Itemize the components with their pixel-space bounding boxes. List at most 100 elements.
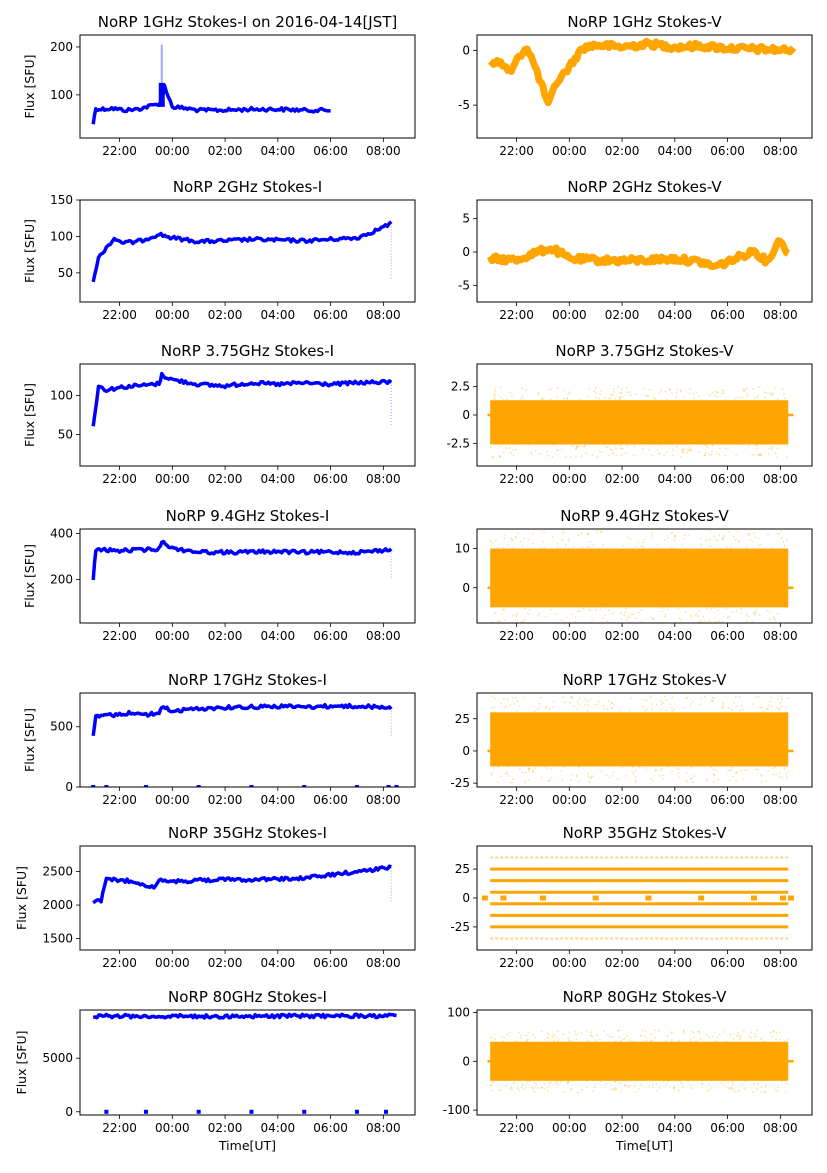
data-point xyxy=(709,394,711,397)
data-point xyxy=(730,708,733,711)
data-point xyxy=(659,709,662,711)
data-point xyxy=(710,766,713,769)
x-tick-label: 02:00 xyxy=(605,308,640,322)
data-zero-mark xyxy=(91,785,96,787)
data-point xyxy=(620,391,623,394)
data-point xyxy=(689,388,692,391)
data-point xyxy=(503,537,506,539)
data-point xyxy=(587,532,590,535)
data-point xyxy=(725,623,727,625)
data-point xyxy=(628,616,631,619)
data-point xyxy=(738,396,740,399)
data-point xyxy=(619,447,622,450)
data-point xyxy=(695,1040,697,1042)
data-point xyxy=(687,1080,690,1082)
data-point xyxy=(718,534,721,537)
data-point xyxy=(735,454,738,456)
data-point xyxy=(637,541,640,544)
data-point xyxy=(605,446,608,449)
data-point xyxy=(769,611,771,614)
data-point xyxy=(763,1090,766,1093)
data-point xyxy=(563,766,566,768)
data-point xyxy=(772,773,775,776)
data-point xyxy=(546,1090,549,1092)
data-point xyxy=(596,456,599,458)
data-point xyxy=(518,768,521,771)
data-point xyxy=(567,1082,569,1085)
data-point xyxy=(757,395,759,398)
data-point xyxy=(622,544,625,547)
data-point xyxy=(704,454,706,457)
data-point xyxy=(530,451,533,454)
data-point xyxy=(545,707,547,709)
data-zero-mark xyxy=(249,785,254,787)
data-point xyxy=(651,532,653,534)
data-point xyxy=(763,391,765,393)
y-tick-label: 0 xyxy=(65,1105,73,1119)
data-point xyxy=(708,453,711,456)
data-point xyxy=(498,455,501,457)
data-point xyxy=(515,710,518,712)
subplot-1: 22:00 00:00 02:00 04:00 06:00 08:00 100 200 NoRP… xyxy=(22,13,416,158)
data-point xyxy=(626,1035,629,1037)
data-point xyxy=(716,395,719,398)
data-point xyxy=(783,544,786,547)
data-point xyxy=(673,1086,675,1089)
data-point xyxy=(573,1030,576,1033)
data-point xyxy=(704,695,706,698)
data-point xyxy=(555,613,557,615)
data-point xyxy=(675,446,678,448)
data-point xyxy=(714,616,716,619)
data-point xyxy=(600,770,603,773)
data-series xyxy=(487,237,790,271)
data-point xyxy=(544,705,547,708)
data-point xyxy=(673,1087,676,1090)
x-tick-label: 08:00 xyxy=(763,308,798,322)
data-point xyxy=(650,624,652,626)
data-point xyxy=(692,775,695,777)
data-point xyxy=(499,396,502,399)
data-point xyxy=(768,447,771,450)
data-point xyxy=(511,395,513,398)
data-point xyxy=(523,1088,525,1091)
axes-frame xyxy=(79,692,416,788)
data-point xyxy=(508,1031,511,1034)
data-point xyxy=(757,537,760,540)
y-axis-label: Flux [SFU] xyxy=(22,708,37,772)
data-point xyxy=(591,775,593,778)
data-point xyxy=(595,392,597,395)
data-point xyxy=(774,386,777,389)
data-point xyxy=(580,1032,583,1035)
data-point xyxy=(537,393,539,396)
x-tick-label: 08:00 xyxy=(763,956,798,970)
data-point xyxy=(497,547,499,549)
data-point xyxy=(700,619,702,622)
x-tick-label: 06:00 xyxy=(313,472,348,486)
data-point xyxy=(758,544,760,547)
data-point xyxy=(563,530,565,533)
x-tick-label: 08:00 xyxy=(366,308,401,322)
axes-frame xyxy=(476,528,813,624)
data-point xyxy=(658,453,661,455)
data-series xyxy=(91,371,393,427)
x-tick-label: 22:00 xyxy=(102,308,137,322)
data-point xyxy=(737,1035,740,1037)
data-point xyxy=(671,531,674,534)
data-point xyxy=(651,1039,653,1042)
data-point xyxy=(641,447,644,450)
data-point xyxy=(608,609,610,611)
data-point xyxy=(760,774,763,777)
data-point xyxy=(739,1034,742,1036)
data-point xyxy=(512,547,514,550)
data-point xyxy=(659,606,662,609)
data-point xyxy=(671,391,673,394)
x-tick-label: 22:00 xyxy=(499,308,534,322)
data-point xyxy=(598,624,600,626)
data-point xyxy=(621,387,624,390)
data-point xyxy=(760,774,763,776)
data-point xyxy=(568,391,571,394)
x-tick-label: 04:00 xyxy=(261,956,296,970)
data-point xyxy=(561,538,563,541)
data-point xyxy=(507,698,509,701)
data-point xyxy=(747,615,750,618)
